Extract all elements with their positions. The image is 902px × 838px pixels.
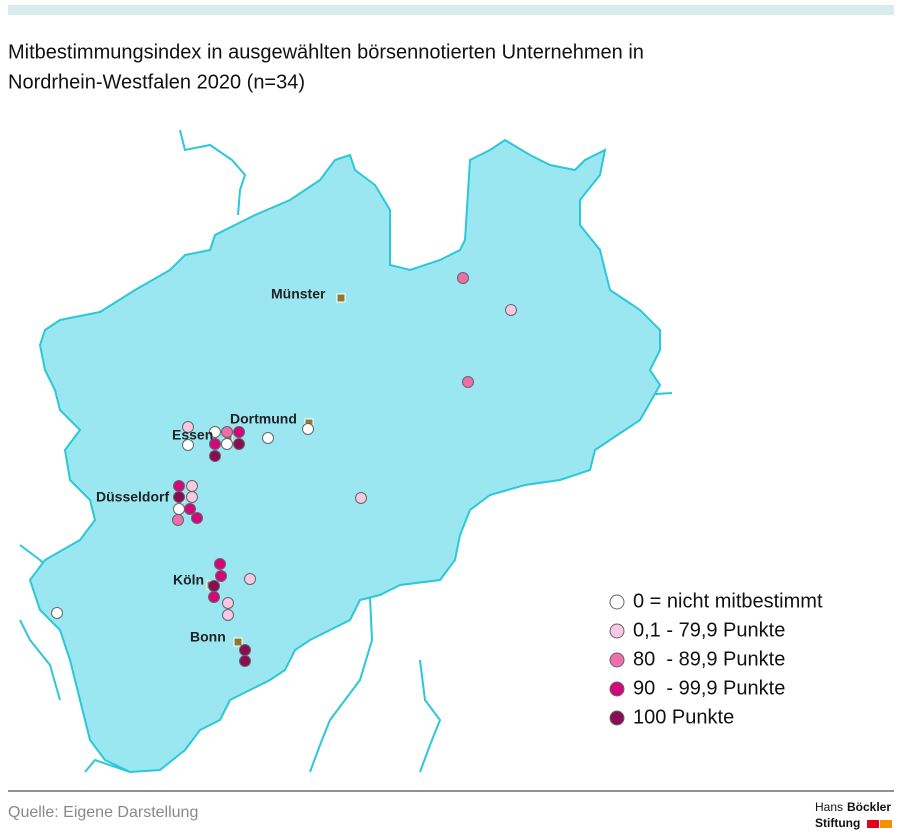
legend-label: 80 - 89,9 Punkte	[633, 648, 785, 670]
city-label: Münster	[271, 286, 326, 302]
title-line: Nordrhein-Westfalen 2020 (n=34)	[8, 71, 305, 93]
city-label: Düsseldorf	[96, 489, 169, 505]
source: Quelle: Eigene Darstellung	[8, 804, 198, 821]
region-outline	[28, 138, 662, 774]
city-label: Essen	[172, 427, 213, 443]
logo-mark	[867, 820, 879, 828]
legend-swatch	[609, 652, 625, 668]
legend-label: 100 Punkte	[633, 706, 734, 728]
company-dots	[51, 272, 517, 667]
legend-label: 90 - 99,9 Punkte	[633, 677, 785, 699]
legend-label: 0,1 - 79,9 Punkte	[633, 619, 785, 641]
legend: 0 = nicht mitbestimmt 0,1 - 79,9 Punkte …	[609, 590, 823, 728]
legend-swatch	[609, 594, 625, 610]
legend-label: 0 = nicht mitbestimmt	[633, 590, 823, 612]
legend-swatch	[609, 623, 625, 639]
title-line: Mitbestimmungsindex in ausgewählten börs…	[8, 41, 644, 63]
top-bar	[8, 5, 894, 15]
logo-text: Böckler	[847, 800, 891, 814]
city-label: Dortmund	[230, 411, 297, 427]
legend-swatch	[609, 710, 625, 726]
city-label: Köln	[173, 572, 204, 588]
rivers	[19, 129, 673, 773]
logo-mark	[880, 820, 892, 828]
logo-text: Hans	[815, 800, 843, 814]
city-label: Bonn	[190, 629, 226, 645]
logo-text: Stiftung	[815, 816, 860, 830]
legend-swatch	[609, 681, 625, 697]
